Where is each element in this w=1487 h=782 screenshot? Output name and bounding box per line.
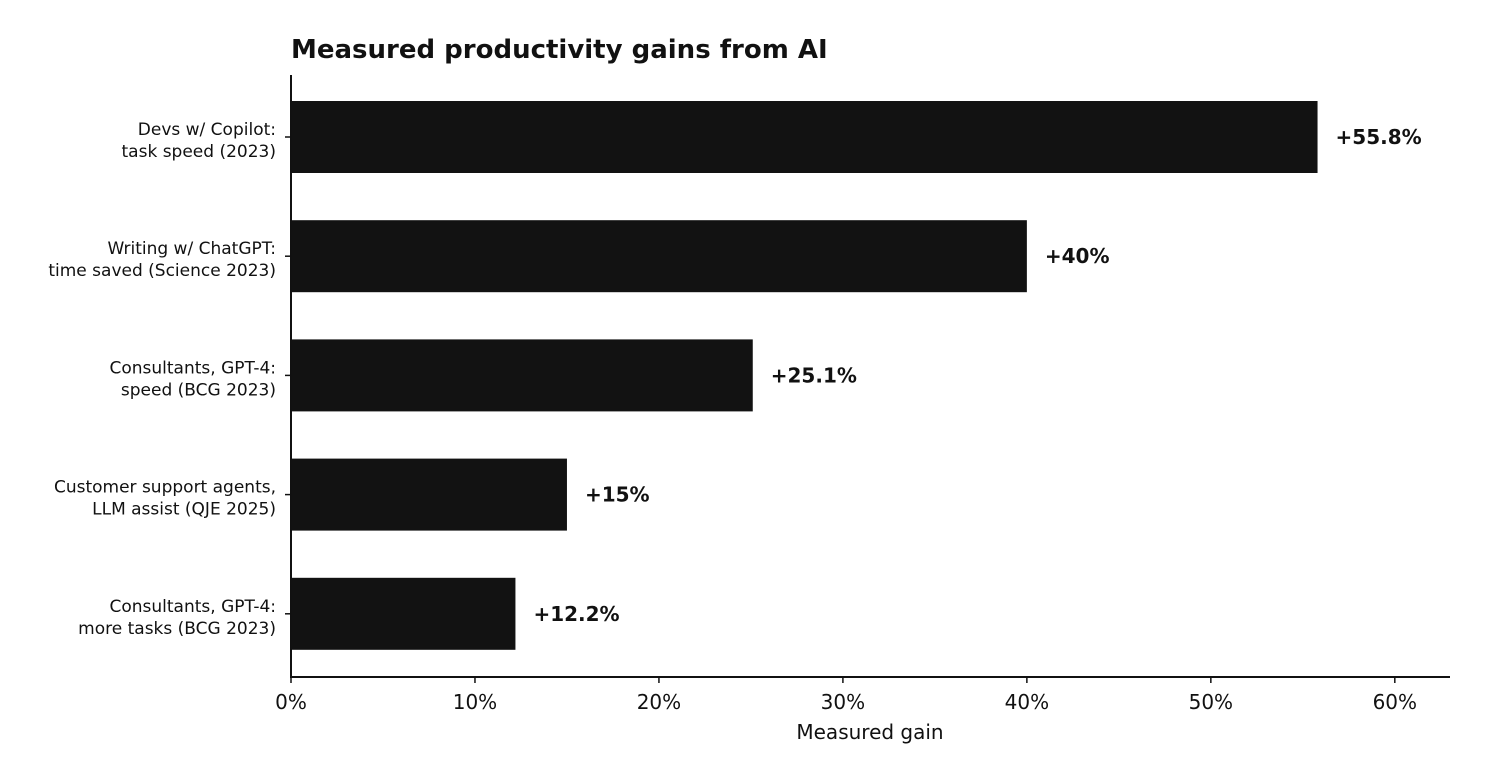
x-tick-label: 0%: [275, 690, 307, 714]
bar-value-label: +15%: [585, 483, 650, 507]
y-axis: Devs w/ Copilot: task speed (2023) Writing…: [48, 75, 292, 677]
bar: [291, 220, 1027, 293]
category-label-line: time saved (Science 2023): [48, 261, 276, 281]
bars-group: +55.8% +40% +25.1% +15% +12.2%: [291, 101, 1422, 650]
bar-value-label: +40%: [1045, 244, 1110, 268]
category-label-line: Customer support agents,: [54, 478, 276, 498]
x-tick-label: 30%: [821, 690, 865, 714]
x-tick-label: 60%: [1373, 690, 1417, 714]
category-label-line: speed (BCG 2023): [121, 380, 276, 400]
category-label-line: Devs w/ Copilot:: [138, 120, 276, 140]
x-tick-label: 50%: [1189, 690, 1233, 714]
category-label: Devs w/ Copilot: task speed (2023): [122, 120, 276, 162]
bar-value-label: +55.8%: [1336, 125, 1422, 149]
category-label: Writing w/ ChatGPT: time saved (Science 2…: [48, 239, 276, 281]
category-label-line: Consultants, GPT-4:: [109, 597, 276, 617]
category-label: Consultants, GPT-4: more tasks (BCG 2023): [78, 597, 276, 639]
chart-title: Measured productivity gains from AI: [291, 35, 828, 65]
category-label: Consultants, GPT-4: speed (BCG 2023): [109, 358, 276, 400]
x-tick-label: 10%: [453, 690, 497, 714]
category-label-line: Writing w/ ChatGPT:: [107, 239, 276, 259]
category-label-line: LLM assist (QJE 2025): [92, 500, 276, 520]
bar: [291, 101, 1318, 173]
bar: [291, 339, 753, 412]
category-label: Customer support agents, LLM assist (QJE …: [54, 478, 276, 520]
bar-value-label: +25.1%: [771, 363, 857, 387]
bar: [291, 458, 567, 531]
bar: [291, 577, 516, 650]
x-axis-title: Measured gain: [796, 720, 943, 744]
x-tick-label: 40%: [1005, 690, 1049, 714]
category-label-line: more tasks (BCG 2023): [78, 619, 276, 639]
x-axis: 0% 10% 20% 30% 40% 50% 60%: [275, 676, 1450, 714]
x-tick-label: 20%: [637, 690, 681, 714]
category-label-line: task speed (2023): [122, 142, 276, 162]
category-label-line: Consultants, GPT-4:: [109, 358, 276, 378]
bar-value-label: +12.2%: [533, 602, 619, 626]
